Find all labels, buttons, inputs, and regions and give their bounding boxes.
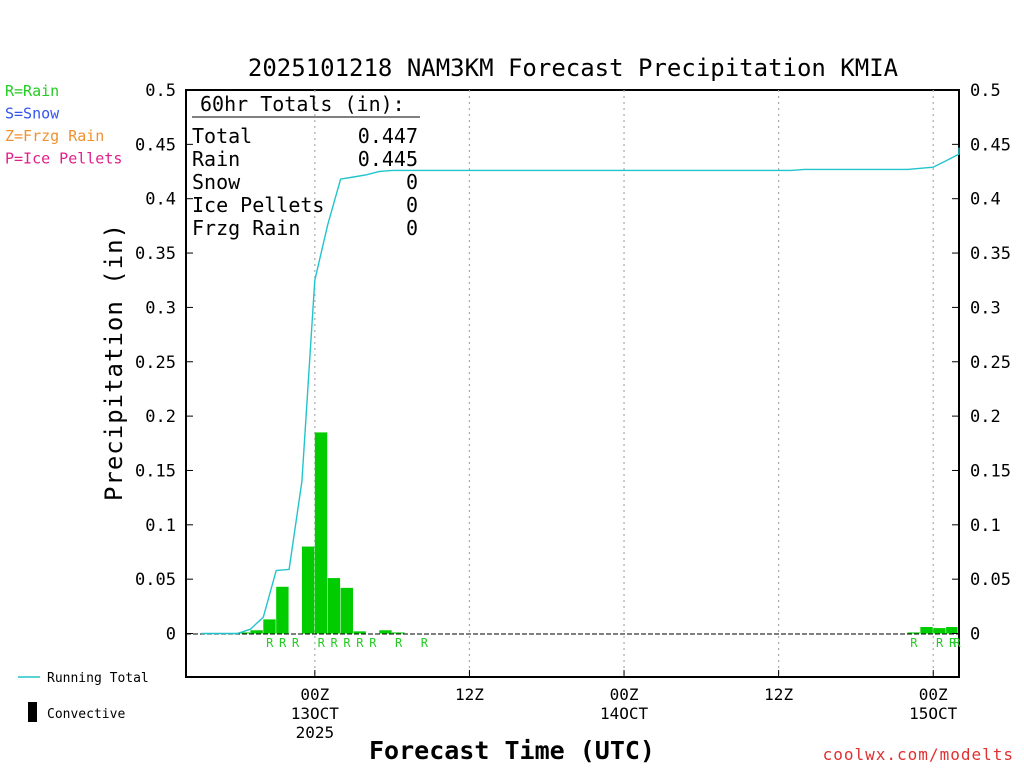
precip-bar xyxy=(353,631,366,634)
ptype-marker: R xyxy=(949,636,957,650)
totals-row-label: Snow xyxy=(192,170,241,194)
y-tick-label-left: 0.45 xyxy=(135,135,176,155)
x-tick-label: 13OCT xyxy=(291,704,340,723)
precip-bar xyxy=(907,632,920,634)
y-tick-label-left: 0.4 xyxy=(145,190,176,210)
y-axis-label: Precipitation (in) xyxy=(100,223,128,501)
precip-bars xyxy=(237,432,958,634)
convective-legend-swatch xyxy=(28,702,37,722)
totals-row-label: Rain xyxy=(192,147,240,171)
convective-legend-label: Convective xyxy=(47,707,125,722)
y-tick-label-left: 0.3 xyxy=(145,298,176,318)
precip-bar xyxy=(301,546,315,634)
x-tick-label: 00Z xyxy=(610,685,639,704)
precip-bar xyxy=(263,619,276,634)
ptype-marker: R xyxy=(279,636,287,650)
totals-box: 60hr Totals (in): Total 0.447 Rain 0.445 Sno… xyxy=(192,92,420,240)
precip-bar xyxy=(340,587,353,634)
ptype-marker: R xyxy=(331,636,339,650)
totals-row-value: 0 xyxy=(406,216,418,240)
ptype-marker: R xyxy=(318,636,326,650)
totals-row-value: 0 xyxy=(406,193,418,217)
y-tick-label-right: 0.05 xyxy=(970,570,1011,590)
ptype-marker: R xyxy=(292,636,300,650)
precip-bar xyxy=(327,578,341,634)
precip-bar xyxy=(276,586,289,634)
precip-bar xyxy=(946,626,958,634)
plot-frame xyxy=(185,89,960,678)
ptype-marker: R xyxy=(266,636,274,650)
totals-rows: Total 0.447 Rain 0.445 Snow 0 Ice Pellets 0 Frzg… xyxy=(192,124,418,240)
ptype-legend-entry: P=Ice Pellets xyxy=(5,150,122,168)
y-tick-label-right: 0.15 xyxy=(970,461,1011,481)
precip-bar xyxy=(250,630,263,634)
ptype-marker: R xyxy=(953,636,961,650)
running-total-legend-label: Running Total xyxy=(47,671,149,686)
x-tick-label: 15OCT xyxy=(909,704,958,723)
y-tick-label-right: 0.4 xyxy=(970,190,1001,210)
ptype-marker: R xyxy=(910,636,918,650)
totals-title: 60hr Totals (in): xyxy=(200,92,405,116)
y-tick-label-left: 0.25 xyxy=(135,353,176,373)
y-tick-label-right: 0.45 xyxy=(970,135,1011,155)
y-tick-label-left: 0.35 xyxy=(135,244,176,264)
x-axis-label: Forecast Time (UTC) xyxy=(369,736,655,765)
ptype-legend-entry: R=Rain xyxy=(5,82,59,100)
y-tick-label-right: 0.1 xyxy=(970,516,1001,536)
ptype-marker: R xyxy=(936,636,944,650)
ptype-marker: R xyxy=(395,636,403,650)
ptype-legend: R=Rain S=Snow Z=Frzg Rain P=Ice Pellets xyxy=(5,82,122,168)
x-tick-label: 14OCT xyxy=(600,704,649,723)
x-tick-label: 00Z xyxy=(919,685,948,704)
x-tick-label: 00Z xyxy=(300,685,329,704)
precip-bar xyxy=(933,628,946,634)
y-tick-label-left: 0.2 xyxy=(145,407,176,427)
ptype-marker: R xyxy=(356,636,364,650)
y-tick-label-left: 0.5 xyxy=(145,81,176,101)
precip-bar xyxy=(392,632,405,634)
ptype-marker: R xyxy=(369,636,377,650)
y-tick-label-left: 0.05 xyxy=(135,570,176,590)
precip-bar xyxy=(920,626,933,634)
grid-lines xyxy=(314,90,934,677)
x-tick-label: 2025 xyxy=(296,723,335,742)
x-tick-label: 12Z xyxy=(455,685,484,704)
y-tick-label-left: 0.1 xyxy=(145,516,176,536)
ptype-legend-entry: Z=Frzg Rain xyxy=(5,127,104,145)
y-tick-label-right: 0.2 xyxy=(970,407,1001,427)
ptype-marker: R xyxy=(343,636,351,650)
y-tick-label-left: 0 xyxy=(166,625,176,645)
chart-title: 2025101218 NAM3KM Forecast Precipitation… xyxy=(248,54,899,82)
y-tick-label-right: 0.5 xyxy=(970,81,1001,101)
totals-row-label: Ice Pellets xyxy=(192,193,324,217)
series-legend: Running Total Convective xyxy=(18,671,149,722)
ptype-legend-entry: S=Snow xyxy=(5,105,60,123)
y-axis-left: 0 0.05 0.1 0.15 0.2 0.25 0.3 0.35 0.4 0.45 0.5 xyxy=(135,81,193,645)
precip-bar xyxy=(379,630,392,634)
totals-row-value: 0 xyxy=(406,170,418,194)
y-tick-label-right: 0 xyxy=(970,625,980,645)
x-tick-label: 12Z xyxy=(764,685,793,704)
ptype-markers: R R R R R R R R R R R R RR xyxy=(266,636,961,650)
totals-row-label: Frzg Rain xyxy=(192,216,300,240)
totals-row-value: 0.447 xyxy=(358,124,418,148)
y-axis-right: 0 0.05 0.1 0.15 0.2 0.25 0.3 0.35 0.4 0.45 0.5 xyxy=(952,81,1011,645)
y-tick-label-right: 0.3 xyxy=(970,298,1001,318)
y-tick-label-right: 0.35 xyxy=(970,244,1011,264)
credit-text: coolwx.com/modelts xyxy=(823,745,1014,764)
y-tick-label-left: 0.15 xyxy=(135,461,176,481)
totals-row-label: Total xyxy=(192,124,252,148)
precip-bar xyxy=(314,432,328,634)
precip-bar xyxy=(237,632,250,634)
running-total-line xyxy=(201,147,960,635)
totals-row-value: 0.445 xyxy=(358,147,418,171)
ptype-marker: R xyxy=(421,636,429,650)
y-tick-label-right: 0.25 xyxy=(970,353,1011,373)
